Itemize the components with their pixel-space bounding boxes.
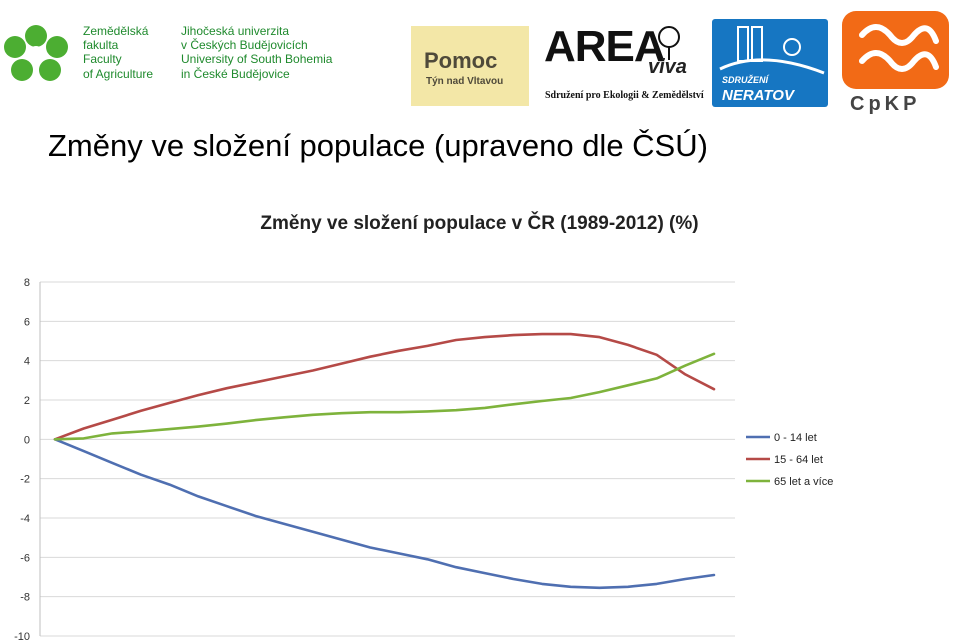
church-sun-icon [719,26,825,75]
cpkp-logo: CpKP [840,11,952,117]
series-line [53,437,716,590]
university-en-line2: in České Budějovice [181,66,290,81]
cpkp-mark [842,11,949,89]
flower-icon [4,25,68,81]
chart-title: Změny ve složení populace v ČR (1989-201… [260,213,699,234]
y-tick-label: -10 [14,631,30,641]
legend-label: 0 - 14 let [774,432,817,444]
neratov-logo: SDRUŽENÍ NERATOV [712,19,828,107]
legend-label: 15 - 64 let [774,454,823,466]
series-line [53,332,716,441]
area-viva-logo: AREA viva Sdružení pro Ekologii & Zemědě… [538,22,710,108]
university-cz-line2: v Českých Budějovicích [181,38,308,53]
cpkp-text: CpKP [850,93,921,115]
neratov-line1: SDRUŽENÍ [722,75,769,85]
legend-label: 65 let a více [774,476,833,488]
faculty-text: Zemědělská fakulta Faculty of Agricultur… [83,24,153,81]
logo-bar: Zemědělská fakulta Faculty of Agricultur… [0,0,959,125]
area-subtitle: Sdružení pro Ekologii & Zemědělství [545,90,704,101]
y-tick-label: -8 [20,592,30,604]
faculty-en-line1: Faculty [83,52,122,67]
tree-icon [658,26,680,60]
cpkp-squiggle-icon [859,24,939,72]
y-tick-label: -6 [20,552,30,564]
y-tick-label: 4 [24,356,30,368]
faculty-cz-line1: Zemědělská [83,24,149,38]
university-logo: Zemědělská fakulta Faculty of Agricultur… [4,20,354,84]
university-text: Jihočeská univerzita v Českých Budějovic… [181,24,332,81]
y-tick-label: 0 [24,434,30,446]
neratov-line2: NERATOV [722,87,794,104]
pomoc-title: Pomoc [424,48,498,73]
university-en-line1: University of South Bohemia [181,52,333,67]
y-tick-label: -2 [20,474,30,486]
y-tick-label: 8 [24,277,30,289]
y-tick-label: -4 [20,513,30,525]
faculty-en-line2: of Agriculture [83,66,154,81]
pomoc-logo: Pomoc Týn nad Vltavou [411,26,529,106]
university-cz-line1: Jihočeská univerzita [181,24,290,38]
y-tick-label: 6 [24,316,30,328]
series-line [53,352,716,441]
y-tick-label: 2 [24,395,30,407]
pomoc-subtitle: Týn nad Vltavou [426,76,504,87]
area-title: AREA [544,22,666,71]
slide-title: Změny ve složení populace (upraveno dle … [48,128,708,163]
faculty-cz-line2: fakulta [83,38,119,53]
area-viva-text: viva [648,56,687,78]
